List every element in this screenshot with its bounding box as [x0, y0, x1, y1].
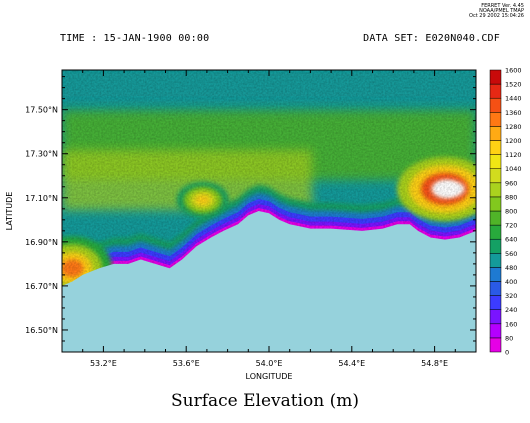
colorbar-level-label: 880	[505, 193, 517, 201]
y-tick-label: 16.90°N	[25, 238, 58, 247]
colorbar-swatch	[489, 140, 502, 155]
colorbar-swatch	[489, 267, 502, 282]
ferret-date-label: Oct 29 2002 15:04:26	[469, 13, 524, 19]
x-tick-label: 53.6°E	[173, 359, 200, 368]
colorbar-level-label: 1280	[505, 123, 522, 131]
ocean	[62, 211, 476, 352]
elevation-chart: 53.2°E 53.6°E 54.0°E 54.4°E 54.8°E 16.50°N 16.…	[5, 67, 522, 382]
ferret-org-label: NOAA/PMEL TMAP	[479, 8, 524, 14]
colorbar-level-label: 1200	[505, 137, 522, 145]
x-tick-label: 53.2°E	[90, 359, 117, 368]
colorbar-swatch	[489, 154, 502, 169]
colorbar-swatch	[489, 210, 502, 226]
colorbar-level-label: 320	[505, 292, 517, 300]
y-tick-label: 16.70°N	[25, 282, 58, 291]
colorbar-swatch	[489, 323, 502, 339]
colorbar-level-label: 80	[505, 334, 513, 342]
colorbar-level-label: 1440	[505, 95, 522, 103]
colorbar-level-label: 240	[505, 306, 517, 314]
colorbar-swatch	[489, 83, 502, 99]
y-tick-label: 17.10°N	[25, 194, 58, 203]
colorbar-swatch	[489, 97, 502, 113]
colorbar-swatch	[489, 126, 502, 141]
colorbar-level-label: 0	[505, 349, 509, 357]
y-tick-label: 17.50°N	[25, 106, 58, 115]
colorbar-level-label: 400	[505, 278, 517, 286]
figure-caption: Surface Elevation (m)	[170, 391, 360, 411]
axes: 53.2°E 53.6°E 54.0°E 54.4°E 54.8°E 16.50°N 16.…	[5, 70, 477, 381]
colorbar-swatch	[489, 295, 502, 310]
colorbar-level-label: 640	[505, 236, 517, 244]
colorbar-level-label: 720	[505, 222, 517, 230]
ferret-version-label: FERRET Ver. 4.45	[481, 3, 524, 9]
colorbar-level-label: 1040	[505, 165, 522, 173]
colorbar-level-label: 160	[505, 320, 517, 328]
colorbar-level-label: 1520	[505, 81, 522, 89]
y-tick-label: 17.30°N	[25, 150, 58, 159]
colorbar-level-label: 1120	[505, 151, 522, 159]
colorbar-swatch	[489, 281, 502, 296]
colorbar-swatch	[489, 196, 502, 212]
colorbar-level-label: 1360	[505, 109, 522, 117]
time-label: TIME : 15-JAN-1900 00:00	[60, 33, 210, 44]
x-tick-label: 54.8°E	[421, 359, 448, 368]
colorbar-swatch	[489, 182, 502, 198]
colorbar-swatch	[489, 224, 502, 240]
dataset-label: DATA SET: E020N040.CDF	[363, 33, 500, 44]
x-tick-label: 54.4°E	[338, 359, 365, 368]
colorbar-swatch	[489, 168, 502, 184]
plot-area	[62, 70, 476, 352]
x-axis-label: LONGITUDE	[246, 372, 293, 381]
y-axis-label: LATITUDE	[5, 192, 14, 231]
y-tick-label: 16.50°N	[25, 326, 58, 335]
colorbar-swatch	[489, 337, 502, 353]
colorbar-swatch	[489, 112, 502, 127]
colorbar-level-label: 800	[505, 208, 517, 216]
colorbar-level-label: 480	[505, 264, 517, 272]
colorbar-level-label: 560	[505, 250, 517, 258]
colorbar-swatch	[489, 309, 502, 325]
colorbar-swatch	[489, 69, 502, 85]
x-tick-label: 54.0°E	[256, 359, 283, 368]
colorbar-swatch	[489, 238, 502, 254]
colorbar: 0 80 160 240 320 400 480 560 640 720 800 880 960 1040…	[489, 67, 522, 357]
colorbar-level-label: 960	[505, 179, 517, 187]
colorbar-swatch	[489, 253, 502, 268]
colorbar-level-label: 1600	[505, 67, 522, 75]
